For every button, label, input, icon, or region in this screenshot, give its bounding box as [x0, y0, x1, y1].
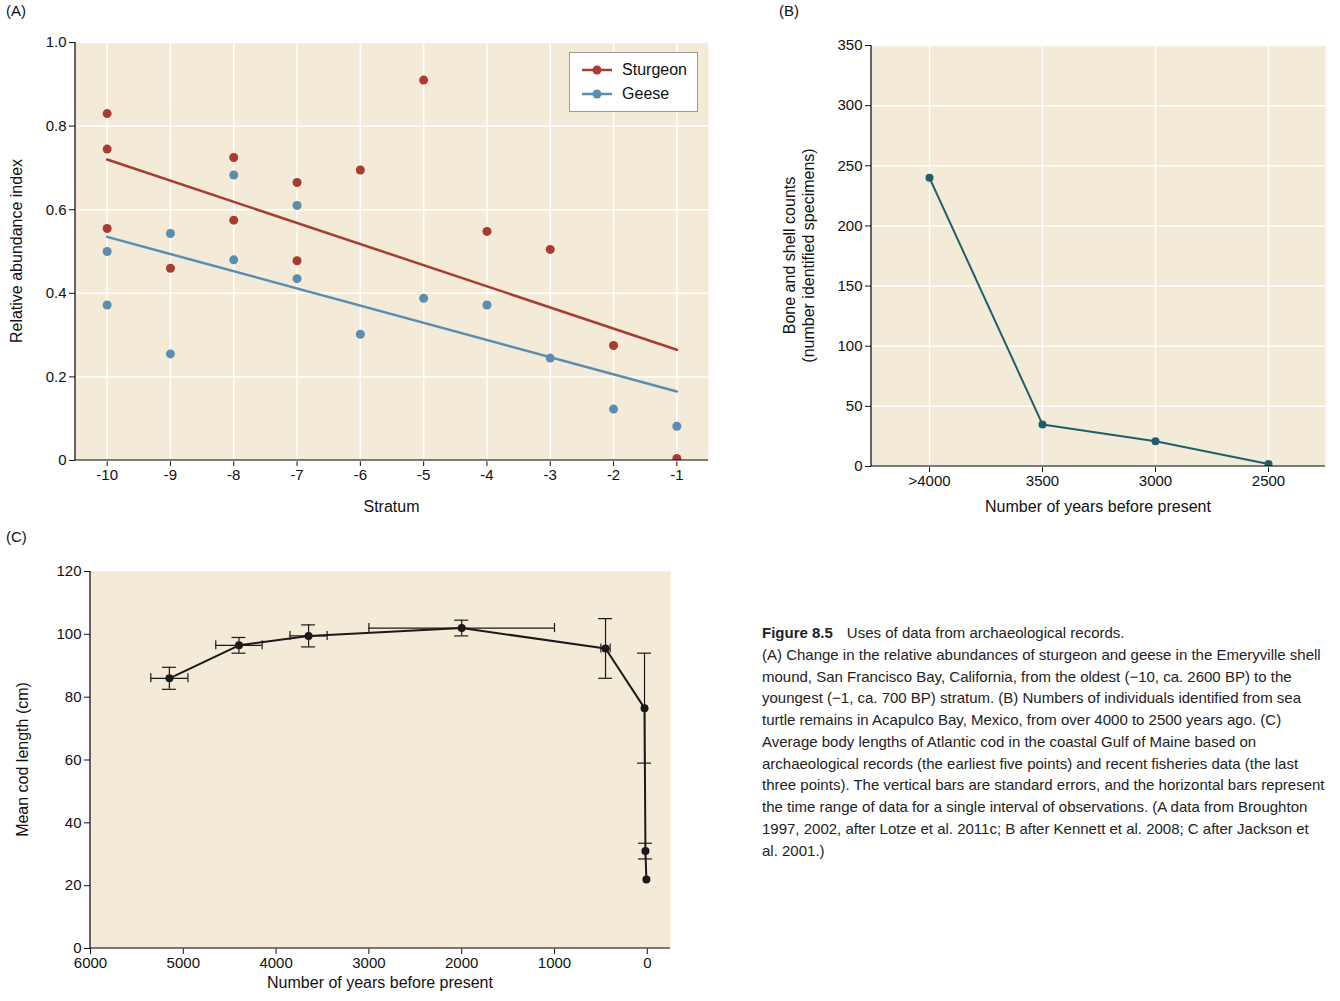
svg-text:0: 0 [854, 457, 862, 474]
html-text:(C): (C) [6, 528, 27, 545]
svg-text:6000: 6000 [74, 954, 107, 971]
svg-text:0: 0 [58, 451, 66, 468]
svg-text:5000: 5000 [167, 954, 200, 971]
html-text:Sturgeon: Sturgeon [622, 61, 687, 78]
svg-text:0.6: 0.6 [46, 201, 67, 218]
svg-text:Number of years before present: Number of years before present [267, 974, 493, 991]
svg-text:-8: -8 [227, 466, 240, 483]
svg-text:0: 0 [73, 939, 82, 957]
svg-text:3000: 3000 [1139, 472, 1172, 489]
svg-text:2500: 2500 [1252, 472, 1285, 489]
svg-text:0.8: 0.8 [46, 117, 67, 134]
svg-text:120: 120 [56, 562, 81, 579]
svg-text:150: 150 [837, 277, 862, 294]
svg-text:-6: -6 [354, 466, 367, 483]
svg-text:80: 80 [65, 688, 82, 705]
html-text:(B): (B) [779, 2, 799, 19]
svg-text:-9: -9 [164, 466, 177, 483]
svg-text:200: 200 [837, 217, 862, 234]
html-text:Figure 8.5: Figure 8.5 [762, 624, 833, 641]
svg-text:50: 50 [846, 397, 863, 414]
svg-text:Relative abundance index: Relative abundance index [8, 159, 25, 343]
svg-text:250: 250 [837, 157, 862, 174]
html-text:(A): (A) [6, 2, 26, 19]
svg-text:-10: -10 [96, 466, 118, 483]
svg-text:-5: -5 [417, 466, 430, 483]
svg-text:1.0: 1.0 [46, 33, 67, 50]
svg-text:2000: 2000 [445, 954, 478, 971]
svg-text:100: 100 [56, 625, 81, 642]
html-text:(A) Change in the relative abu: (A) Change in the relative abundances of… [762, 645, 1325, 859]
html-text:Geese: Geese [622, 85, 670, 102]
svg-text:300: 300 [837, 96, 862, 113]
svg-text:60: 60 [65, 751, 82, 768]
svg-text:3000: 3000 [352, 954, 385, 971]
svg-text:1000: 1000 [538, 954, 571, 971]
svg-text:0.2: 0.2 [46, 368, 67, 385]
svg-text:-1: -1 [670, 466, 683, 483]
svg-text:-3: -3 [544, 466, 557, 483]
svg-text:3500: 3500 [1026, 472, 1059, 489]
svg-text:Mean cod length (cm): Mean cod length (cm) [14, 682, 31, 837]
html-text:Uses of data from archaeologic: Uses of data from archaeological records… [846, 624, 1125, 641]
svg-text:40: 40 [65, 814, 82, 831]
svg-text:350: 350 [837, 36, 862, 53]
svg-text:20: 20 [65, 876, 82, 893]
svg-text:4000: 4000 [259, 954, 292, 971]
svg-text:Bone and shell counts: Bone and shell counts [781, 177, 798, 334]
svg-text:100: 100 [837, 337, 862, 354]
svg-text:0: 0 [643, 954, 651, 971]
svg-text:>4000: >4000 [908, 472, 950, 489]
svg-text:-4: -4 [480, 466, 493, 483]
svg-text:Stratum: Stratum [363, 498, 419, 515]
svg-text:-7: -7 [290, 466, 303, 483]
svg-text:0.4: 0.4 [46, 284, 67, 301]
svg-text:(number identified specimens): (number identified specimens) [800, 148, 817, 362]
svg-text:-2: -2 [607, 466, 620, 483]
svg-text:Number of years before present: Number of years before present [985, 498, 1211, 515]
